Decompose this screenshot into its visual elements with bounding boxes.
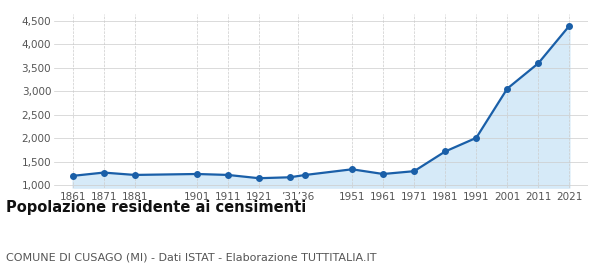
Point — [565, 24, 574, 28]
Point — [285, 175, 295, 179]
Point — [533, 61, 543, 66]
Point — [223, 173, 233, 177]
Point — [440, 149, 450, 154]
Point — [99, 170, 109, 175]
Point — [301, 173, 310, 177]
Point — [409, 169, 419, 173]
Point — [254, 176, 264, 180]
Point — [68, 174, 77, 178]
Point — [378, 172, 388, 176]
Point — [347, 167, 357, 172]
Point — [502, 86, 512, 91]
Point — [192, 172, 202, 176]
Text: Popolazione residente ai censimenti: Popolazione residente ai censimenti — [6, 200, 306, 215]
Point — [130, 173, 140, 177]
Point — [472, 136, 481, 140]
Text: COMUNE DI CUSAGO (MI) - Dati ISTAT - Elaborazione TUTTITALIA.IT: COMUNE DI CUSAGO (MI) - Dati ISTAT - Ela… — [6, 252, 377, 262]
